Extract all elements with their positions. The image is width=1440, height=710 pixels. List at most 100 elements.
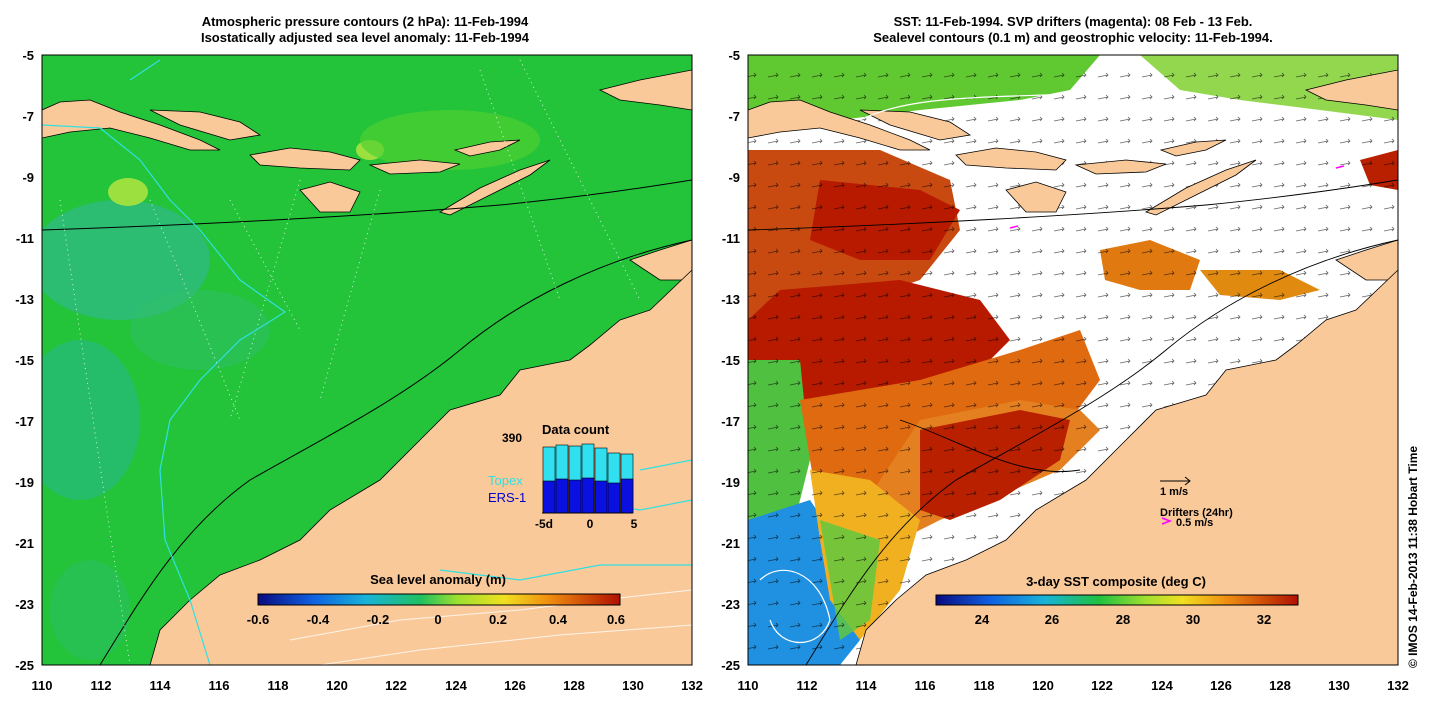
left-land (42, 69, 692, 665)
inset-xtick: 0 (587, 517, 594, 531)
left-y-tick: -17 (15, 414, 34, 429)
right-x-tick: 132 (1387, 678, 1409, 693)
sla-colorbar: Sea level anomaly (m) -0.6 -0.4 -0.2 0 0… (247, 572, 625, 627)
right-x-tick: 116 (915, 678, 936, 693)
left-y-tick: -21 (15, 536, 34, 551)
left-x-tick: 120 (326, 678, 348, 693)
left-map: 110 112 114 116 118 120 122 124 126 128 … (15, 48, 703, 693)
inset-xtick: 5 (631, 517, 638, 531)
sst-tick: 28 (1116, 612, 1130, 627)
left-y-tick: -11 (16, 231, 34, 246)
data-count-inset: Data count 390 Topex ERS-1 -5d 0 5 (488, 422, 638, 531)
left-x-tick: 122 (385, 678, 407, 693)
left-x-tick: 128 (563, 678, 585, 693)
right-y-tick: -5 (728, 48, 740, 63)
left-y-ticks: -5 -7 -9 -11 -13 -15 -17 -19 -21 -23 -25 (15, 48, 34, 673)
sla-tick: 0.2 (489, 612, 507, 627)
cyan-lines (42, 59, 692, 665)
inset-title: Data count (542, 422, 610, 437)
left-y-tick: -13 (15, 292, 34, 307)
sla-tick: -0.6 (247, 612, 269, 627)
left-y-tick: -25 (15, 658, 34, 673)
sst-tick: 24 (975, 612, 990, 627)
right-y-ticks: -5 -7 -9 -11 -13 -15 -17 -19 -21 -23 -25 (721, 48, 740, 673)
left-x-tick: 114 (150, 678, 172, 693)
right-map: 110 112 114 116 118 120 122 124 126 128 … (721, 48, 1409, 693)
sst-colorbar: 3-day SST composite (deg C) 24 26 28 30 … (935, 574, 1299, 627)
right-title-line1: SST: 11-Feb-1994. SVP drifters (magenta)… (893, 14, 1253, 29)
left-y-tick: -19 (15, 475, 34, 490)
sst-colorbar-title: 3-day SST composite (deg C) (1026, 574, 1206, 589)
sla-tick: -0.2 (367, 612, 389, 627)
right-x-tick: 114 (856, 678, 878, 693)
sla-tick: 0.4 (549, 612, 568, 627)
left-y-tick: -23 (15, 597, 34, 612)
sla-tick: -0.4 (307, 612, 330, 627)
inset-bar-ers (542, 480, 556, 514)
right-y-tick: -13 (721, 292, 740, 307)
left-x-tick: 126 (504, 678, 526, 693)
right-y-tick: -25 (721, 658, 740, 673)
inset-bars (542, 443, 634, 514)
sla-tick: 0 (434, 612, 441, 627)
right-y-tick: -15 (721, 353, 740, 368)
right-y-tick: -17 (721, 414, 740, 429)
right-x-tick: 112 (797, 678, 818, 693)
left-x-tick: 124 (445, 678, 467, 693)
right-y-tick: -19 (721, 475, 740, 490)
right-y-tick: -9 (728, 170, 740, 185)
right-y-tick: -23 (721, 597, 740, 612)
right-x-tick: 130 (1328, 678, 1350, 693)
inset-series-ers: ERS-1 (488, 490, 526, 505)
right-title: SST: 11-Feb-1994. SVP drifters (magenta)… (748, 14, 1398, 46)
right-y-tick: -21 (721, 536, 740, 551)
right-x-tick: 120 (1032, 678, 1054, 693)
left-title-line2: Isostatically adjusted sea level anomaly… (200, 30, 530, 45)
left-x-ticks: 110 112 114 116 118 120 122 124 126 128 … (32, 678, 703, 693)
copyright-note: © IMOS 14-Feb-2013 11:38 Hobart Time (1406, 445, 1420, 668)
left-x-tick: 132 (681, 678, 703, 693)
arrow-icon (1160, 476, 1191, 486)
drifters (1009, 165, 1345, 229)
sst-tick: 32 (1257, 612, 1271, 627)
inset-bar-ers (568, 479, 582, 514)
drifter-speed-label: 0.5 m/s (1176, 517, 1213, 529)
right-x-tick: 110 (738, 678, 759, 693)
drifters-legend-label: Drifters (24hr) (1160, 507, 1233, 519)
right-x-tick: 118 (974, 678, 995, 693)
left-x-tick: 112 (91, 678, 112, 693)
left-y-tick: -9 (22, 170, 34, 185)
right-x-tick: 126 (1210, 678, 1232, 693)
sla-tick: 0.6 (607, 612, 625, 627)
right-y-tick: -7 (728, 109, 740, 124)
inset-xtick: -5d (535, 517, 553, 531)
right-x-tick: 122 (1091, 678, 1113, 693)
sst-tick: 26 (1045, 612, 1059, 627)
velocity-legend-label: 1 m/s (1160, 486, 1188, 498)
left-y-tick: -15 (15, 353, 34, 368)
inset-bar-ers (620, 478, 634, 514)
inset-bar-ers (607, 482, 621, 514)
left-title-line1: Atmospheric pressure contours (2 hPa): 1… (201, 14, 529, 29)
satellite-tracks (59, 59, 641, 665)
right-land (748, 69, 1398, 665)
right-title-line2: Sealevel contours (0.1 m) and geostrophi… (873, 30, 1273, 45)
left-y-tick: -5 (22, 48, 34, 63)
right-x-tick: 124 (1151, 678, 1173, 693)
velocity-legend: 1 m/s Drifters (24hr) 0.5 m/s (1160, 476, 1233, 529)
left-x-tick: 130 (622, 678, 644, 693)
left-title: Atmospheric pressure contours (2 hPa): 1… (40, 14, 690, 46)
left-x-tick: 118 (268, 678, 289, 693)
right-x-tick: 128 (1269, 678, 1291, 693)
inset-series-topex: Topex (488, 473, 523, 488)
right-y-tick: -11 (722, 231, 740, 246)
inset-ymax: 390 (502, 431, 522, 445)
left-x-tick: 116 (209, 678, 230, 693)
sealevel-contours (748, 179, 1398, 665)
pressure-contours (42, 179, 692, 665)
sla-colorbar-title: Sea level anomaly (m) (370, 572, 506, 587)
drifter-arrow-icon (1161, 517, 1173, 525)
left-y-tick: -7 (22, 109, 34, 124)
inset-bar-ers (594, 480, 608, 514)
sst-tick: 30 (1186, 612, 1200, 627)
